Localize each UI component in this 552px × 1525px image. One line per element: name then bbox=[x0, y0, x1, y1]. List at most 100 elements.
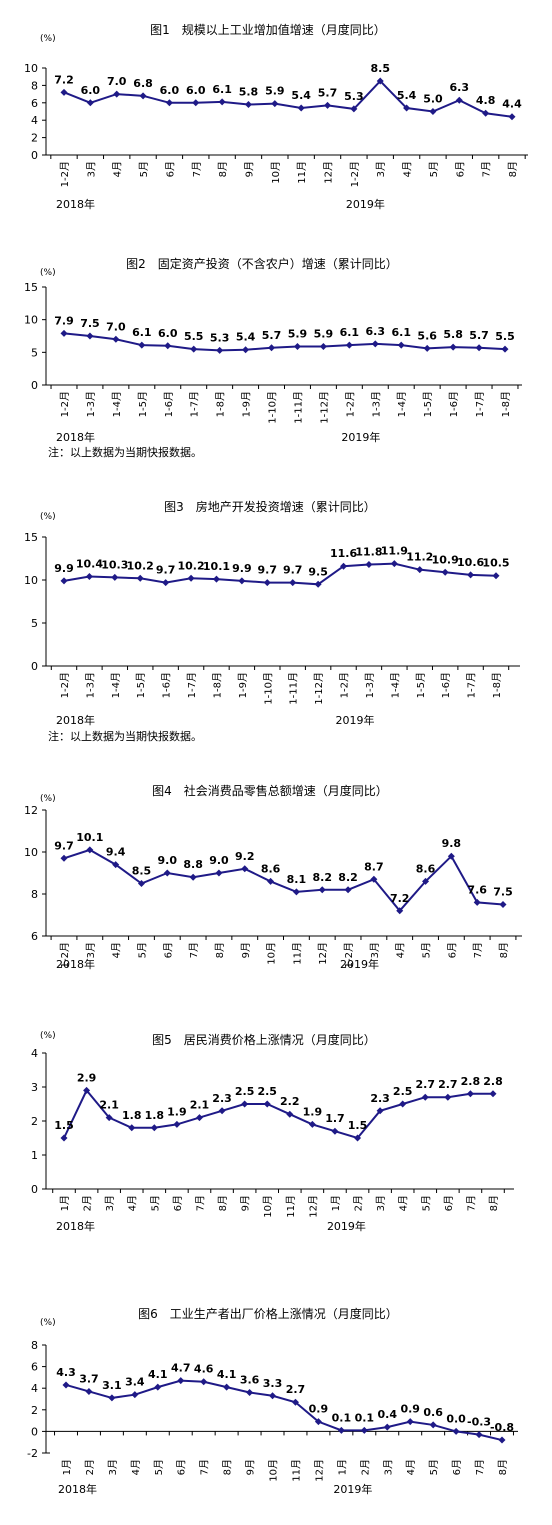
data-label: 2.1 bbox=[190, 1099, 210, 1112]
data-label: 10.2 bbox=[177, 559, 204, 572]
data-label: 10.1 bbox=[203, 560, 230, 573]
x-tick-label: 1-2月 bbox=[339, 672, 351, 698]
year-label: 2019年 bbox=[341, 430, 380, 444]
data-point bbox=[292, 888, 300, 896]
x-tick-label: 1-10月 bbox=[262, 672, 274, 705]
data-point bbox=[429, 1421, 437, 1429]
data-point bbox=[112, 335, 120, 343]
y-tick-label: 8 bbox=[31, 79, 38, 92]
y-unit-label: (%) bbox=[40, 1318, 56, 1328]
data-label: 2.8 bbox=[461, 1075, 481, 1088]
data-label: 4.7 bbox=[171, 1362, 191, 1375]
data-label: 5.8 bbox=[239, 86, 259, 99]
x-tick-label: 3月 bbox=[375, 161, 387, 177]
data-label: 9.0 bbox=[158, 854, 178, 867]
x-tick-label: 3月 bbox=[375, 1195, 387, 1211]
data-label: 5.5 bbox=[184, 330, 204, 343]
data-point bbox=[165, 99, 173, 107]
data-label: 0.0 bbox=[446, 1412, 466, 1425]
data-point bbox=[163, 869, 171, 877]
data-point bbox=[452, 1427, 460, 1435]
x-tick-label: 8月 bbox=[222, 1459, 234, 1475]
data-label: 6.3 bbox=[366, 325, 386, 338]
data-label: 0.6 bbox=[423, 1406, 443, 1419]
x-tick-label: 3月 bbox=[107, 1459, 119, 1475]
x-tick-label: 1-7月 bbox=[186, 672, 198, 698]
data-point bbox=[360, 1426, 368, 1434]
year-label: 2018年 bbox=[56, 430, 95, 444]
data-label: 2.5 bbox=[257, 1085, 277, 1098]
y-tick-label: 15 bbox=[24, 531, 38, 544]
data-point bbox=[482, 109, 490, 117]
y-tick-label: 0 bbox=[31, 1183, 38, 1196]
x-tick-label: 7月 bbox=[472, 942, 484, 958]
x-tick-label: 1-5月 bbox=[415, 672, 427, 698]
y-tick-label: 0 bbox=[31, 1425, 38, 1438]
data-point bbox=[449, 343, 457, 351]
x-tick-label: 11月 bbox=[291, 942, 303, 965]
data-label: 1.7 bbox=[325, 1112, 345, 1125]
data-label: -0.3 bbox=[467, 1416, 491, 1429]
data-label: 2.2 bbox=[280, 1095, 300, 1108]
x-tick-label: 11月 bbox=[290, 1459, 302, 1482]
data-point bbox=[271, 100, 279, 108]
data-point bbox=[473, 898, 481, 906]
data-label: 4.3 bbox=[56, 1366, 76, 1379]
data-point bbox=[501, 345, 509, 353]
data-point bbox=[139, 92, 147, 100]
data-label: 11.2 bbox=[406, 551, 433, 564]
data-point bbox=[108, 1394, 116, 1402]
chart-title: 图4 社会消费品零售总额增速（月度同比） bbox=[152, 783, 388, 798]
year-label: 2018年 bbox=[58, 1482, 97, 1496]
y-unit-label: (%) bbox=[40, 34, 56, 44]
series-line bbox=[63, 562, 497, 586]
data-label: 8.2 bbox=[312, 871, 332, 884]
data-label: 6.1 bbox=[391, 326, 411, 339]
x-tick-label: 1-2月 bbox=[343, 942, 355, 968]
x-tick-label: 9月 bbox=[240, 942, 252, 958]
x-tick-label: 1-2月 bbox=[344, 391, 356, 417]
x-tick-label: 12月 bbox=[323, 161, 335, 184]
data-point bbox=[60, 88, 68, 96]
chart-title: 图2 固定资产投资（不含农户）增速（累计同比） bbox=[126, 256, 398, 271]
data-point bbox=[192, 99, 200, 107]
data-label: 1.9 bbox=[303, 1105, 323, 1118]
x-tick-label: 6月 bbox=[443, 1195, 455, 1211]
data-point bbox=[150, 1124, 158, 1132]
x-tick-label: 10月 bbox=[268, 1459, 280, 1482]
x-tick-label: 6月 bbox=[451, 1459, 463, 1475]
data-label: 7.5 bbox=[80, 317, 100, 330]
x-tick-label: 1-11月 bbox=[292, 391, 304, 424]
data-point bbox=[397, 341, 405, 349]
year-label: 2018年 bbox=[56, 957, 95, 971]
data-label: 4.8 bbox=[476, 94, 496, 107]
data-label: 5.4 bbox=[236, 331, 256, 344]
data-point bbox=[406, 1418, 414, 1426]
data-point bbox=[350, 105, 358, 113]
data-label: 3.1 bbox=[102, 1379, 122, 1392]
data-point bbox=[223, 1383, 231, 1391]
data-label: 6.8 bbox=[133, 77, 153, 90]
data-point bbox=[83, 1086, 91, 1094]
data-label: 5.7 bbox=[469, 329, 489, 342]
data-label: 5.8 bbox=[443, 328, 463, 341]
y-tick-label: 8 bbox=[31, 1339, 38, 1352]
data-point bbox=[269, 1392, 277, 1400]
data-point bbox=[137, 880, 145, 887]
data-label: 10.2 bbox=[127, 559, 154, 572]
x-tick-label: 4月 bbox=[127, 1195, 139, 1211]
x-tick-label: 4月 bbox=[395, 942, 407, 958]
data-label: 5.9 bbox=[265, 85, 285, 98]
y-tick-label: 4 bbox=[31, 114, 38, 127]
y-tick-label: 0 bbox=[31, 149, 38, 162]
data-point bbox=[455, 96, 463, 104]
x-tick-label: 1-6月 bbox=[161, 672, 173, 698]
x-tick-label: 2月 bbox=[359, 1459, 371, 1475]
y-unit-label: (%) bbox=[40, 268, 56, 278]
y-tick-label: 15 bbox=[24, 281, 38, 294]
data-point bbox=[422, 877, 430, 885]
data-point bbox=[324, 101, 332, 109]
data-point bbox=[370, 875, 378, 883]
x-tick-label: 1月 bbox=[61, 1459, 73, 1475]
data-point bbox=[187, 574, 195, 582]
